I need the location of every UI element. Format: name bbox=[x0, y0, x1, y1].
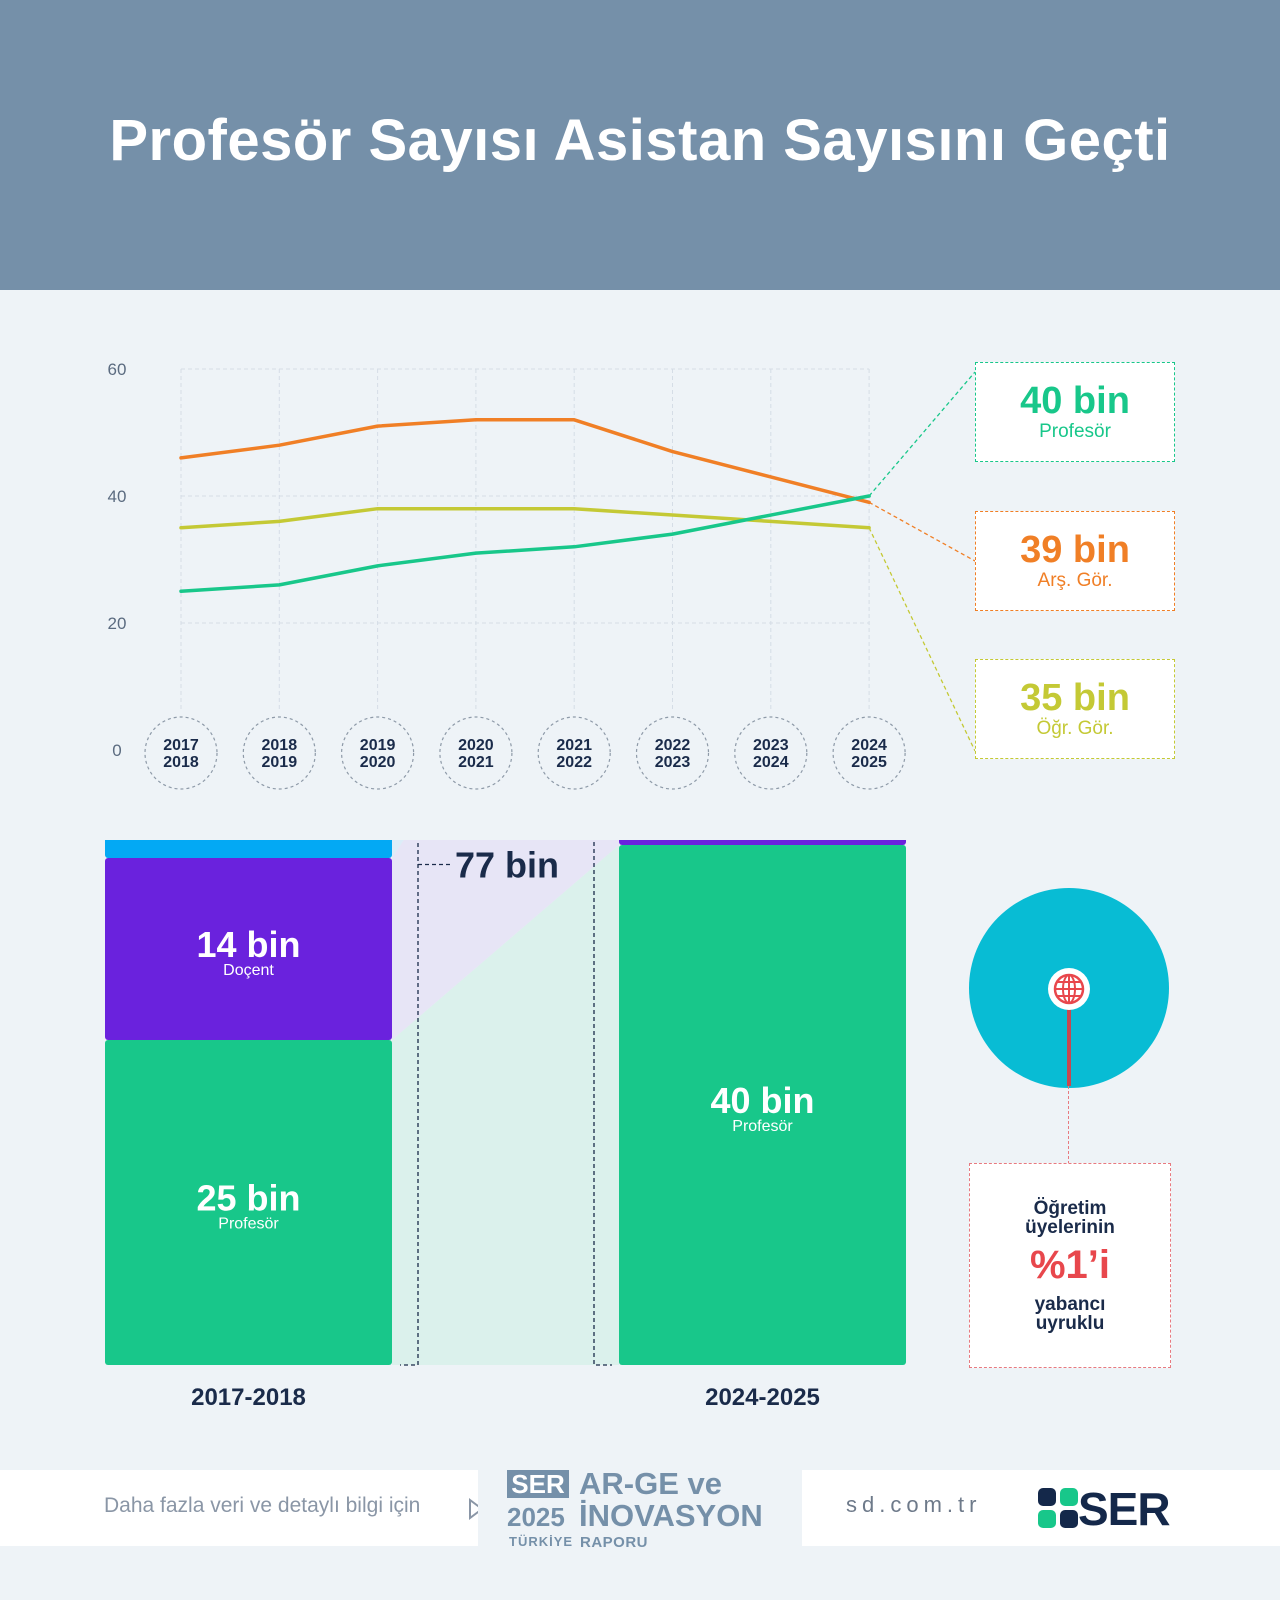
callout-ogr-gor: 35 bin Öğr. Gör. bbox=[975, 659, 1175, 759]
callout-connector bbox=[868, 371, 976, 497]
category-label: 2024-2025 bbox=[705, 1384, 820, 1411]
bar-value-label: 25 bin bbox=[196, 1178, 300, 1219]
callout-connector bbox=[868, 527, 976, 752]
callout-label: Öğr. Gör. bbox=[1036, 718, 1114, 739]
bar-segment-docent bbox=[619, 840, 906, 845]
callout-ars-gor: 39 bin Arş. Gör. bbox=[975, 511, 1175, 611]
x-tick-circle bbox=[242, 716, 316, 790]
y-tick-label: 20 bbox=[108, 614, 127, 633]
x-tick-label: 2019 bbox=[262, 754, 298, 771]
brand-logo-text: SER bbox=[1078, 1483, 1171, 1535]
x-tick-label: 2022 bbox=[655, 737, 691, 754]
bar-series-label: Doçent bbox=[223, 962, 274, 979]
website-link[interactable]: sd.com.tr bbox=[846, 1492, 982, 1517]
x-tick-label: 2021 bbox=[458, 754, 494, 771]
foreign-share-box: Öğretim üyelerinin %1’i yabancı uyruklu bbox=[969, 1163, 1171, 1368]
report-logo-ser: SER bbox=[507, 1470, 569, 1498]
y-tick-label: 0 bbox=[112, 741, 121, 760]
x-tick-circle bbox=[635, 716, 710, 790]
callout-profesor: 40 bin Profesör bbox=[975, 362, 1175, 462]
total-bracket bbox=[593, 840, 612, 1366]
x-tick-circle bbox=[832, 716, 906, 790]
bar-connector-band bbox=[392, 840, 404, 858]
x-tick-label: 2023 bbox=[655, 754, 691, 771]
x-tick-circle bbox=[734, 716, 808, 790]
header-banner: Profesör Sayısı Asistan Sayısını Geçti bbox=[0, 0, 1280, 290]
callout-value: 39 bin bbox=[1020, 529, 1130, 571]
x-tick-label: 2022 bbox=[556, 754, 592, 771]
foreign-line3: yabancı bbox=[1034, 1293, 1106, 1315]
callout-value: 40 bin bbox=[1020, 380, 1130, 422]
pin-connector bbox=[1068, 1086, 1069, 1164]
x-tick-label: 2019 bbox=[360, 737, 396, 754]
more-info-text: Daha fazla veri ve detaylı bilgi için bbox=[104, 1494, 421, 1517]
x-tick-circle bbox=[341, 716, 415, 790]
x-tick-label: 2025 bbox=[851, 754, 887, 771]
callout-label: Arş. Gör. bbox=[1037, 570, 1113, 591]
foreign-line4: uyruklu bbox=[1035, 1312, 1105, 1334]
x-tick-circle bbox=[144, 716, 218, 790]
report-logo-country: TÜRKİYE bbox=[509, 1534, 574, 1549]
play-arrow-icon bbox=[469, 1498, 484, 1520]
foreign-line1: Öğretim bbox=[1033, 1197, 1107, 1219]
bar-segment-dr_ogr_uyesi bbox=[105, 840, 392, 858]
x-tick-circle bbox=[439, 716, 513, 790]
bar-series-label: Profesör bbox=[732, 1118, 793, 1135]
category-label: 2017-2018 bbox=[191, 1384, 306, 1411]
series-line-ogr_gor bbox=[179, 506, 871, 530]
x-tick-label: 2020 bbox=[458, 737, 494, 754]
foreign-percent: %1’i bbox=[1029, 1242, 1111, 1287]
callout-connector bbox=[868, 501, 976, 562]
report-logo: SER 2025 TÜRKİYE AR-GE ve İNOVASYON RAPO… bbox=[478, 1460, 802, 1556]
foreign-line2: üyelerinin bbox=[1025, 1216, 1115, 1238]
callout-label: Profesör bbox=[1039, 421, 1111, 442]
report-logo-line3: RAPORU bbox=[580, 1534, 649, 1551]
bar-value-label: 14 bin bbox=[196, 924, 300, 965]
x-tick-label: 2024 bbox=[851, 737, 887, 754]
bar-series-label: Profesör bbox=[218, 1216, 279, 1233]
series-line-profesor bbox=[179, 494, 871, 593]
bar-segment-docent bbox=[105, 858, 392, 1040]
series-line-ars_gor bbox=[179, 418, 871, 505]
ser-logo-icon bbox=[1038, 1488, 1078, 1528]
report-logo-year: 2025 bbox=[507, 1502, 565, 1532]
line-chart: 0204060201720182018201920192020202020212… bbox=[108, 360, 976, 790]
x-tick-label: 2023 bbox=[753, 737, 789, 754]
x-tick-label: 2024 bbox=[753, 754, 789, 771]
bar-segment-profesor bbox=[619, 845, 906, 1365]
x-tick-label: 2020 bbox=[360, 754, 396, 771]
x-tick-label: 2018 bbox=[262, 737, 298, 754]
report-logo-line1: AR-GE ve bbox=[579, 1466, 722, 1501]
y-tick-label: 40 bbox=[108, 487, 127, 506]
report-logo-line2: İNOVASYON bbox=[579, 1498, 763, 1533]
bar-connector-band bbox=[392, 845, 619, 1365]
total-label: 77 bin bbox=[455, 845, 559, 886]
y-tick-label: 60 bbox=[108, 360, 127, 379]
bar-value-label: 40 bin bbox=[710, 1080, 814, 1121]
x-tick-label: 2017 bbox=[163, 737, 199, 754]
x-tick-label: 2021 bbox=[556, 737, 592, 754]
globe-icon bbox=[1048, 968, 1090, 1010]
pin-stem bbox=[1067, 1008, 1071, 1086]
x-tick-circle bbox=[537, 716, 611, 790]
callout-value: 35 bin bbox=[1020, 677, 1130, 719]
bar-connector-band bbox=[392, 840, 619, 1040]
x-tick-label: 2018 bbox=[163, 754, 199, 771]
page-title: Profesör Sayısı Asistan Sayısını Geçti bbox=[109, 107, 1171, 173]
bar-segment-profesor bbox=[105, 1040, 392, 1365]
